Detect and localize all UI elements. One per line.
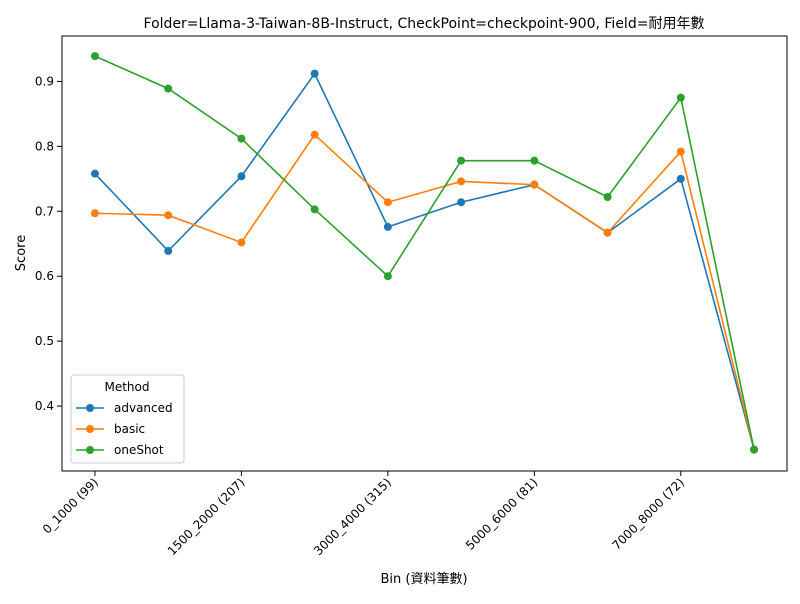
data-point-advanced [237, 172, 246, 181]
x-axis: 0_1000 (99) 1500_2000 (207) 3000_4000 (315… [40, 471, 687, 558]
y-tick-label: 0.4 [35, 399, 54, 413]
y-tick-label: 0.7 [35, 204, 54, 218]
data-point-basic [530, 180, 539, 189]
data-point-advanced [383, 222, 392, 231]
data-point-advanced [676, 174, 685, 183]
x-axis-label: Bin (資料筆數) [380, 572, 467, 587]
y-tick-label: 0.5 [35, 334, 54, 348]
series-line-oneShot [94, 55, 755, 450]
data-point-basic [164, 211, 173, 220]
data-point-advanced [90, 169, 99, 178]
data-point-basic [310, 130, 319, 139]
series-line-basic [94, 133, 755, 450]
data-point-basic [603, 228, 612, 237]
legend-box [70, 374, 185, 464]
legend-label-advanced: advanced [114, 401, 173, 415]
x-tick-label: 0_1000 (99) [40, 475, 101, 536]
x-tick-label: 1500_2000 (207) [165, 475, 248, 558]
legend: Method advanced basic oneShot [70, 374, 185, 464]
y-axis-label: Score [14, 235, 29, 271]
x-tick-label: 5000_6000 (81) [463, 475, 540, 552]
data-point-oneShot [750, 445, 759, 454]
data-point-oneShot [164, 84, 173, 93]
data-point-advanced [457, 198, 466, 207]
y-tick-label: 0.6 [35, 269, 54, 283]
data-point-oneShot [90, 52, 99, 61]
x-tick-label: 3000_4000 (315) [311, 475, 394, 558]
data-point-oneShot [676, 93, 685, 102]
data-point-basic [676, 147, 685, 156]
chart-title: Folder=Llama-3-Taiwan-8B-Instruct, Check… [144, 16, 705, 32]
y-tick-label: 0.9 [35, 74, 54, 88]
legend-label-basic: basic [114, 422, 145, 436]
data-point-basic [383, 198, 392, 207]
legend-marker-advanced [86, 404, 94, 412]
data-point-advanced [164, 246, 173, 255]
data-point-oneShot [383, 272, 392, 281]
data-point-basic [90, 209, 99, 218]
legend-marker-oneShot [86, 446, 94, 454]
y-axis: 0.4 0.5 0.6 0.7 0.8 0.9 [35, 74, 62, 413]
data-point-oneShot [603, 193, 612, 202]
plot-area [61, 35, 788, 472]
legend-label-oneShot: oneShot [114, 443, 164, 457]
data-point-basic [457, 177, 466, 186]
legend-marker-basic [86, 425, 94, 433]
data-point-oneShot [530, 156, 539, 165]
x-tick-label: 7000_8000 (72) [609, 475, 686, 552]
series-layer [90, 52, 759, 454]
data-point-oneShot [237, 134, 246, 143]
data-point-oneShot [457, 156, 466, 165]
y-tick-label: 0.8 [35, 139, 54, 153]
data-point-oneShot [310, 205, 319, 214]
data-point-advanced [310, 69, 319, 78]
series-line-advanced [94, 72, 755, 450]
legend-title: Method [104, 380, 149, 394]
data-point-basic [237, 238, 246, 247]
